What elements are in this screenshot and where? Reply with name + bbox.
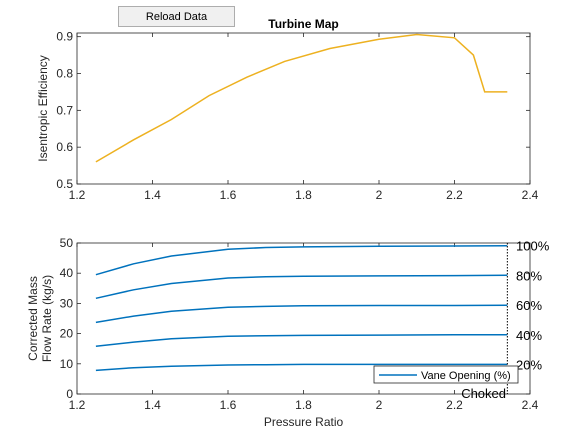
x-tick-label: 2.4 xyxy=(522,398,539,412)
y-tick-label: 10 xyxy=(60,357,74,371)
efficiency-axes: 1.2 1.4 1.6 1.8 2 2.2 2.4 0.5 0.6 0.7 0.8 0.9 Turbin… xyxy=(36,17,539,202)
legend-label: Vane Opening (%) xyxy=(421,370,511,382)
y-axis-label: Isentropic Efficiency xyxy=(36,55,50,162)
y-tick-label: 0.9 xyxy=(56,30,73,44)
plot-area-box xyxy=(76,32,531,185)
x-tick-label: 1.8 xyxy=(295,398,312,412)
x-tick-label: 2 xyxy=(376,398,383,412)
y-axis-label-line-2: Flow Rate (kg/s) xyxy=(40,275,54,362)
vane-opening-line xyxy=(95,363,508,372)
x-tick-label: 2.2 xyxy=(446,398,463,412)
y-axis-label-line-1: Corrected Mass xyxy=(26,276,40,361)
legend: Vane Opening (%) xyxy=(373,365,519,384)
x-tick-label: 1.6 xyxy=(220,398,237,412)
x-tick-label: 2.2 xyxy=(446,188,463,202)
y-tick-label: 0.7 xyxy=(56,103,73,117)
x-tick-label: 1.4 xyxy=(144,188,161,202)
y-tick-label: 40 xyxy=(60,266,74,280)
legend-box xyxy=(373,365,519,384)
mass-flow-axes: 1.2 1.4 1.6 1.8 2 2.2 2.4 0 10 20 30 40 50 Pressure R… xyxy=(26,236,550,429)
vane-opening-line xyxy=(95,244,508,276)
vane-opening-label: 60% xyxy=(516,298,542,313)
y-tick-label: 0 xyxy=(66,387,73,401)
x-tick-label: 1.2 xyxy=(69,188,86,202)
x-tick-label: 2 xyxy=(376,188,383,202)
vane-opening-line xyxy=(95,334,508,348)
x-axis-label: Pressure Ratio xyxy=(264,415,344,429)
choke-line-label: Choked xyxy=(461,386,506,401)
vane-opening-label: 80% xyxy=(516,268,542,283)
vane-opening-label: 20% xyxy=(516,357,542,372)
reload-data-button[interactable]: Reload Data xyxy=(118,6,235,27)
y-tick-label: 0.6 xyxy=(56,140,73,154)
x-tick-label: 1.2 xyxy=(69,398,86,412)
y-tick-label: 20 xyxy=(60,327,74,341)
y-tick-label: 0.5 xyxy=(56,177,73,191)
vane-opening-label: 40% xyxy=(516,328,542,343)
vane-opening-line xyxy=(95,304,508,324)
y-tick-label: 30 xyxy=(60,296,74,310)
x-tick-label: 2.4 xyxy=(522,188,539,202)
efficiency-line xyxy=(95,33,508,163)
chart-title: Turbine Map xyxy=(268,17,338,31)
x-tick-label: 1.4 xyxy=(144,398,161,412)
x-tick-label: 1.8 xyxy=(295,188,312,202)
vane-opening-line xyxy=(95,274,508,300)
y-tick-label: 0.8 xyxy=(56,67,73,81)
vane-opening-label: 100% xyxy=(516,239,550,254)
x-tick-label: 1.6 xyxy=(220,188,237,202)
y-tick-label: 50 xyxy=(60,236,74,250)
